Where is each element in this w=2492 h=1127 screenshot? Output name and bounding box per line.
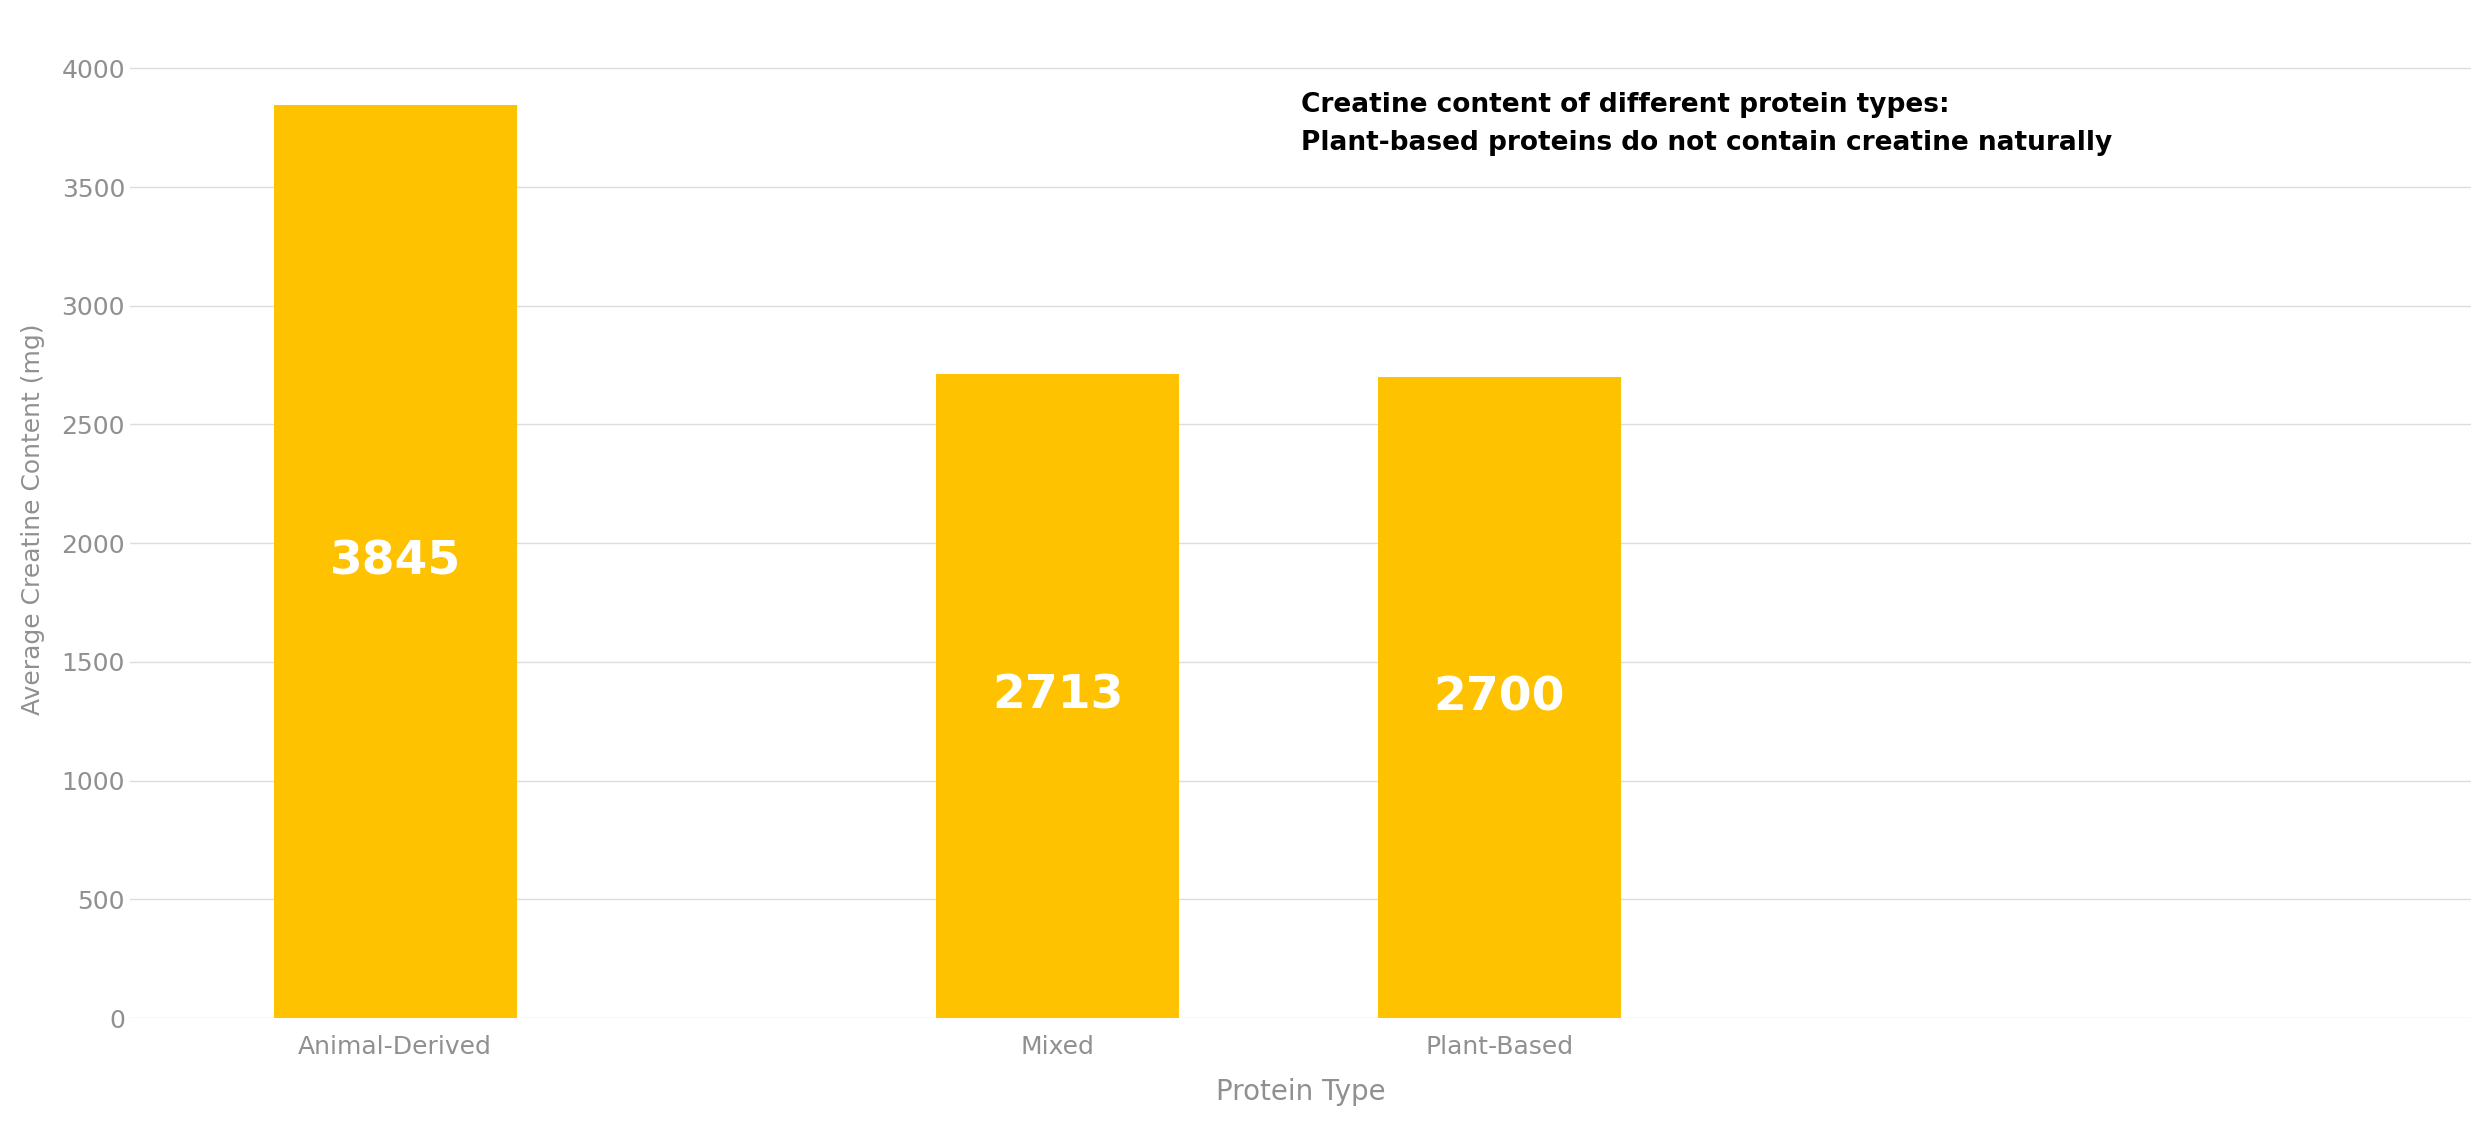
Text: 2713: 2713: [992, 674, 1124, 719]
Text: Creatine content of different protein types:
Plant-based proteins do not contain: Creatine content of different protein ty…: [1301, 92, 2111, 156]
X-axis label: Protein Type: Protein Type: [1216, 1079, 1386, 1107]
Y-axis label: Average Creatine Content (mg): Average Creatine Content (mg): [20, 323, 45, 716]
Bar: [937, 374, 1179, 1018]
Text: 2700: 2700: [1433, 675, 1565, 720]
Bar: [1378, 378, 1620, 1018]
Text: 3845: 3845: [329, 539, 461, 584]
Bar: [274, 105, 516, 1018]
